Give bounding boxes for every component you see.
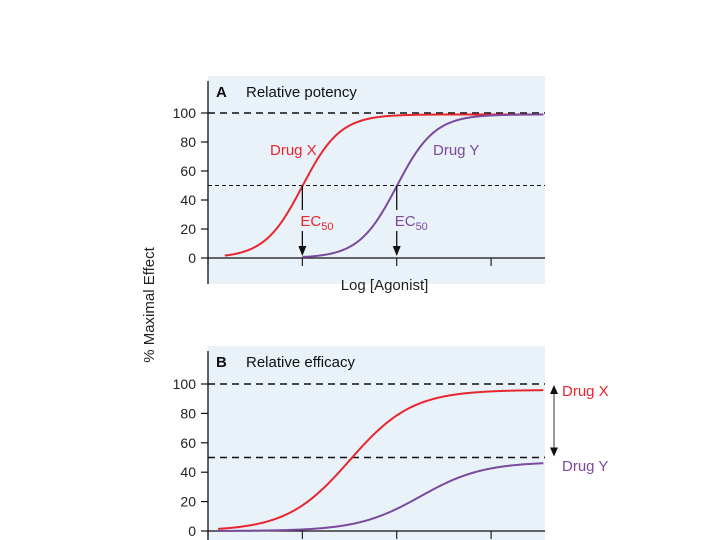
y-tick-label-40: 40 <box>180 192 196 208</box>
y-tick-label-100: 100 <box>173 105 197 121</box>
y-tick-label-60: 60 <box>180 435 196 451</box>
ec50-arrowhead-1 <box>392 246 401 256</box>
y-tick-label-20: 20 <box>180 221 196 237</box>
panel-b-relative-efficacy: B Relative efficacy 0 20 40 60 80 100 Drug X Drug… <box>173 346 609 540</box>
series-line-drug-x <box>224 113 544 257</box>
series-label-drug-y: Drug Y <box>433 142 479 159</box>
panel-letter: B <box>216 354 227 371</box>
ec50-annotation-drug-x: EC50 <box>300 213 333 233</box>
efficacy-arrowhead-bottom <box>550 447 558 457</box>
panel-title: Relative potency <box>246 84 357 101</box>
panel-background <box>208 346 545 540</box>
y-tick-label-20: 20 <box>180 494 196 510</box>
y-tick-label-0: 0 <box>188 523 196 539</box>
panel-a-relative-potency: A Relative potency 0 20 40 60 80 100 Log [Agonis… <box>173 76 545 294</box>
series-label-drug-x: Drug X <box>562 383 609 400</box>
series-line-drug-y <box>218 462 544 532</box>
ec50-arrowhead-0 <box>298 246 307 256</box>
y-axis-label: % Maximal Effect <box>141 246 158 362</box>
y-tick-label-40: 40 <box>180 464 196 480</box>
y-tick-label-60: 60 <box>180 163 196 179</box>
series-label-drug-x: Drug X <box>270 142 317 159</box>
y-tick-label-80: 80 <box>180 134 196 150</box>
x-axis-label: Log [Agonist] <box>341 277 429 294</box>
series-line-drug-y <box>302 113 544 258</box>
series-label-drug-y: Drug Y <box>562 458 608 475</box>
panel-title: Relative efficacy <box>246 354 355 371</box>
y-tick-label-100: 100 <box>173 376 197 392</box>
panel-background <box>208 76 545 284</box>
ec50-annotation-drug-y: EC50 <box>395 213 428 233</box>
y-tick-label-80: 80 <box>180 405 196 421</box>
y-tick-label-0: 0 <box>188 250 196 266</box>
efficacy-arrowhead-top <box>550 385 558 394</box>
panel-letter: A <box>216 84 227 101</box>
series-line-drug-x <box>218 389 544 530</box>
